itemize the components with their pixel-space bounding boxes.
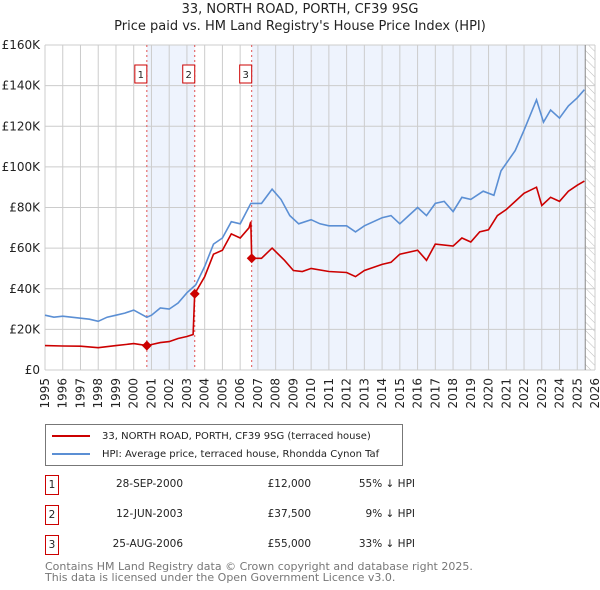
x-tick-label: 2011 (322, 378, 336, 409)
x-tick-label: 2006 (233, 378, 247, 409)
chart-title: 33, NORTH ROAD, PORTH, CF39 9SG (181, 2, 419, 17)
footer-copyright: Contains HM Land Registry data © Crown c… (45, 560, 473, 573)
sale-label: 1 (138, 70, 144, 81)
x-tick-label: 2020 (482, 378, 496, 409)
series-line (44, 89, 586, 323)
y-tick-label: £20K (9, 322, 41, 336)
legend-swatch-property (52, 435, 90, 437)
legend-label-hpi: HPI: Average price, terraced house, Rhon… (102, 448, 380, 460)
x-tick-label: 1999 (109, 378, 123, 409)
legend-swatch-hpi (52, 453, 90, 455)
x-tick-label: 2025 (570, 378, 584, 409)
footer-licence: This data is licensed under the Open Gov… (45, 571, 396, 584)
x-tick-label: 2009 (286, 378, 300, 409)
legend-label-property: 33, NORTH ROAD, PORTH, CF39 9SG (terrace… (102, 430, 371, 442)
y-tick-label: £100K (2, 160, 42, 174)
sale-price: £55,000 (267, 538, 311, 550)
y-tick-label: £0 (25, 363, 40, 377)
x-tick-label: 2010 (304, 378, 318, 409)
legend-item-hpi: HPI: Average price, terraced house, Rhon… (52, 446, 379, 462)
x-tick-label: 2014 (375, 378, 389, 409)
sale-label-box (134, 64, 148, 84)
series-line (44, 180, 585, 349)
x-tick-label: 2026 (588, 378, 600, 409)
x-tick-label: 1998 (91, 378, 105, 409)
legend-item-property: 33, NORTH ROAD, PORTH, CF39 9SG (terrace… (52, 428, 371, 444)
x-tick-label: 2018 (446, 378, 460, 409)
sale-date: 28-SEP-2000 (115, 478, 183, 490)
y-tick-label: £140K (2, 79, 42, 93)
sale-row: 3 25-AUG-2006 £55,000 33% ↓ HPI (45, 535, 415, 555)
x-tick-label: 1996 (56, 378, 70, 409)
x-tick-label: 2004 (198, 378, 212, 409)
y-tick-label: £120K (2, 119, 42, 133)
y-tick-label: £60K (9, 241, 41, 255)
sale-date: 12-JUN-2003 (116, 508, 183, 520)
x-tick-label: 2017 (428, 378, 442, 409)
sale-number: 1 (45, 475, 59, 495)
sale-label-box (182, 64, 196, 84)
x-tick-label: 2003 (180, 378, 194, 409)
sale-hpi-diff: 33% ↓ HPI (358, 538, 415, 550)
sale-label-box (239, 64, 253, 84)
x-tick-label: 1997 (73, 378, 87, 409)
x-tick-label: 2012 (340, 378, 354, 409)
sale-point (246, 253, 257, 264)
sale-number: 3 (45, 535, 59, 555)
sale-label: 2 (186, 70, 192, 81)
chart-subtitle: Price paid vs. HM Land Registry's House … (114, 19, 486, 34)
x-tick-label: 1995 (38, 378, 52, 409)
sale-hpi-diff: 55% ↓ HPI (358, 478, 415, 490)
sale-point (141, 340, 152, 351)
x-tick-label: 2000 (127, 378, 141, 409)
sale-label: 3 (243, 70, 249, 81)
sale-price: £37,500 (267, 508, 311, 520)
sale-hpi-diff: 9% ↓ HPI (365, 508, 415, 520)
y-tick-label: £40K (9, 282, 41, 296)
x-tick-label: 2016 (411, 378, 425, 409)
x-tick-label: 2022 (517, 378, 531, 409)
sale-row: 1 28-SEP-2000 £12,000 55% ↓ HPI (45, 475, 415, 495)
sale-date: 25-AUG-2006 (112, 538, 183, 550)
x-tick-label: 2007 (251, 378, 265, 409)
sale-number: 2 (45, 505, 59, 525)
x-tick-label: 2019 (464, 378, 478, 409)
y-tick-label: £80K (9, 201, 41, 215)
x-tick-label: 2021 (499, 378, 513, 409)
x-tick-label: 2013 (357, 378, 371, 409)
sale-point (189, 288, 200, 299)
price-chart: 1995 1996 1997 1998 1999 2000 2001 2002 2003 2004… (2, 38, 600, 409)
chart-legend: 33, NORTH ROAD, PORTH, CF39 9SG (terrace… (45, 424, 403, 466)
x-tick-label: 2023 (535, 378, 549, 409)
x-tick-label: 2002 (162, 378, 176, 409)
y-tick-label: £160K (2, 38, 42, 52)
x-tick-label: 2001 (144, 378, 158, 409)
sale-row: 2 12-JUN-2003 £37,500 9% ↓ HPI (45, 505, 415, 525)
x-tick-label: 2024 (553, 378, 567, 409)
sale-price: £12,000 (267, 478, 311, 490)
x-tick-label: 2008 (269, 378, 283, 409)
x-tick-label: 2015 (393, 378, 407, 409)
x-tick-label: 2005 (215, 378, 229, 409)
